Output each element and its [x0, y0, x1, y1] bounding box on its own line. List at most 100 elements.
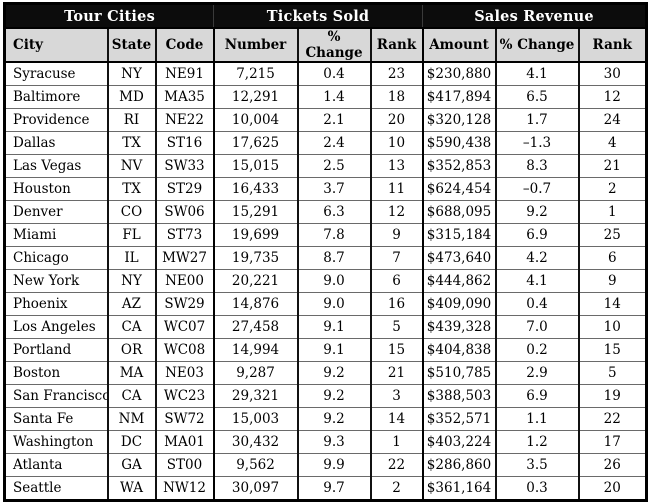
cell-city: Baltimore — [4, 85, 108, 109]
table-row: Washington DC MA01 30,432 9.3 1 $403,224 1.2 17 — [4, 430, 647, 454]
cell-revenue-rank: 21 — [577, 154, 647, 178]
cell-revenue-rank: 22 — [577, 407, 647, 431]
cell-city: Santa Fe — [4, 407, 108, 431]
cell-revenue-amount: $510,785 — [421, 361, 496, 385]
cell-revenue-amount: $624,454 — [421, 177, 496, 201]
cell-state: DC — [106, 430, 156, 454]
cell-tickets-number: 15,003 — [212, 407, 298, 431]
cell-revenue-amount: $230,880 — [421, 62, 496, 86]
cell-tickets-pct-change: 9.7 — [296, 476, 371, 501]
cell-revenue-amount: $404,838 — [421, 338, 496, 362]
column-header-revenue-rank: Rank — [577, 27, 647, 63]
cell-revenue-rank: 9 — [577, 269, 647, 293]
cell-state: NM — [106, 407, 156, 431]
cell-revenue-pct-change: 4.1 — [494, 62, 579, 86]
cell-city: Providence — [4, 108, 108, 132]
table-row: Baltimore MD MA35 12,291 1.4 18 $417,894 6.5 12 — [4, 85, 647, 109]
cell-tickets-rank: 20 — [369, 108, 423, 132]
cell-city: Las Vegas — [4, 154, 108, 178]
column-header-code: Code — [154, 27, 214, 63]
cell-revenue-rank: 20 — [577, 476, 647, 501]
cell-revenue-pct-change: 6.9 — [494, 223, 579, 247]
cell-code: NE91 — [154, 62, 214, 86]
table-row: Las Vegas NV SW33 15,015 2.5 13 $352,853 8.3 21 — [4, 154, 647, 178]
cell-revenue-pct-change: –1.3 — [494, 131, 579, 155]
cell-tickets-pct-change: 9.1 — [296, 315, 371, 339]
column-header-row: City State Code Number % Change Rank Amo… — [4, 27, 647, 63]
cell-tickets-number: 30,432 — [212, 430, 298, 454]
table-row: Chicago IL MW27 19,735 8.7 7 $473,640 4.2 6 — [4, 246, 647, 270]
cell-tickets-pct-change: 9.1 — [296, 338, 371, 362]
column-header-state: State — [106, 27, 156, 63]
cell-revenue-rank: 26 — [577, 453, 647, 477]
cell-revenue-amount: $409,090 — [421, 292, 496, 316]
table-row: Syracuse NY NE91 7,215 0.4 23 $230,880 4.1 30 — [4, 62, 647, 86]
cell-tickets-rank: 16 — [369, 292, 423, 316]
group-header-sales-revenue: Sales Revenue — [422, 3, 647, 28]
cell-tickets-rank: 7 — [369, 246, 423, 270]
cell-revenue-pct-change: 4.2 — [494, 246, 579, 270]
table-row: Portland OR WC08 14,994 9.1 15 $404,838 0.2 15 — [4, 338, 647, 362]
cell-code: MA35 — [154, 85, 214, 109]
table-row: Denver CO SW06 15,291 6.3 12 $688,095 9.2 1 — [4, 200, 647, 224]
table-row: New York NY NE00 20,221 9.0 6 $444,862 4.1 9 — [4, 269, 647, 293]
cell-tickets-number: 15,015 — [212, 154, 298, 178]
cell-state: IL — [106, 246, 156, 270]
cell-revenue-amount: $320,128 — [421, 108, 496, 132]
cell-state: MA — [106, 361, 156, 385]
cell-tickets-pct-change: 9.2 — [296, 361, 371, 385]
cell-revenue-rank: 19 — [577, 384, 647, 408]
cell-tickets-pct-change: 7.8 — [296, 223, 371, 247]
cell-code: WC07 — [154, 315, 214, 339]
cell-revenue-pct-change: 8.3 — [494, 154, 579, 178]
cell-revenue-pct-change: 0.2 — [494, 338, 579, 362]
cell-tickets-rank: 12 — [369, 200, 423, 224]
table-row: Santa Fe NM SW72 15,003 9.2 14 $352,571 1.1 22 — [4, 407, 647, 431]
cell-revenue-pct-change: –0.7 — [494, 177, 579, 201]
cell-revenue-rank: 12 — [577, 85, 647, 109]
cell-city: New York — [4, 269, 108, 293]
cell-state: AZ — [106, 292, 156, 316]
cell-city: Chicago — [4, 246, 108, 270]
cell-state: RI — [106, 108, 156, 132]
cell-city: Los Angeles — [4, 315, 108, 339]
cell-state: FL — [106, 223, 156, 247]
cell-code: MW27 — [154, 246, 214, 270]
cell-revenue-rank: 15 — [577, 338, 647, 362]
cell-state: OR — [106, 338, 156, 362]
table-body: Syracuse NY NE91 7,215 0.4 23 $230,880 4.1 30 Bal… — [4, 62, 647, 501]
cell-code: ST29 — [154, 177, 214, 201]
table-header: Tour Cities Tickets Sold Sales Revenue C… — [4, 3, 647, 63]
cell-revenue-amount: $286,860 — [421, 453, 496, 477]
cell-revenue-rank: 4 — [577, 131, 647, 155]
cell-tickets-pct-change: 8.7 — [296, 246, 371, 270]
cell-revenue-amount: $361,164 — [421, 476, 496, 501]
cell-revenue-amount: $439,328 — [421, 315, 496, 339]
cell-city: Atlanta — [4, 453, 108, 477]
cell-tickets-number: 19,699 — [212, 223, 298, 247]
cell-revenue-rank: 25 — [577, 223, 647, 247]
cell-state: NV — [106, 154, 156, 178]
cell-tickets-rank: 3 — [369, 384, 423, 408]
cell-revenue-amount: $403,224 — [421, 430, 496, 454]
cell-revenue-rank: 17 — [577, 430, 647, 454]
cell-tickets-rank: 21 — [369, 361, 423, 385]
cell-tickets-pct-change: 9.9 — [296, 453, 371, 477]
cell-tickets-rank: 10 — [369, 131, 423, 155]
cell-city: Phoenix — [4, 292, 108, 316]
cell-revenue-rank: 5 — [577, 361, 647, 385]
column-header-revenue-amount: Amount — [421, 27, 496, 63]
cell-state: GA — [106, 453, 156, 477]
cell-city: Syracuse — [4, 62, 108, 86]
cell-city: San Francisco — [4, 384, 108, 408]
table-row: Houston TX ST29 16,433 3.7 11 $624,454 –0.7 2 — [4, 177, 647, 201]
column-header-tickets-number: Number — [212, 27, 298, 63]
cell-code: ST00 — [154, 453, 214, 477]
cell-revenue-amount: $352,571 — [421, 407, 496, 431]
cell-revenue-amount: $315,184 — [421, 223, 496, 247]
cell-city: Miami — [4, 223, 108, 247]
cell-revenue-pct-change: 1.2 — [494, 430, 579, 454]
table-row: Boston MA NE03 9,287 9.2 21 $510,785 2.9 5 — [4, 361, 647, 385]
cell-revenue-amount: $352,853 — [421, 154, 496, 178]
